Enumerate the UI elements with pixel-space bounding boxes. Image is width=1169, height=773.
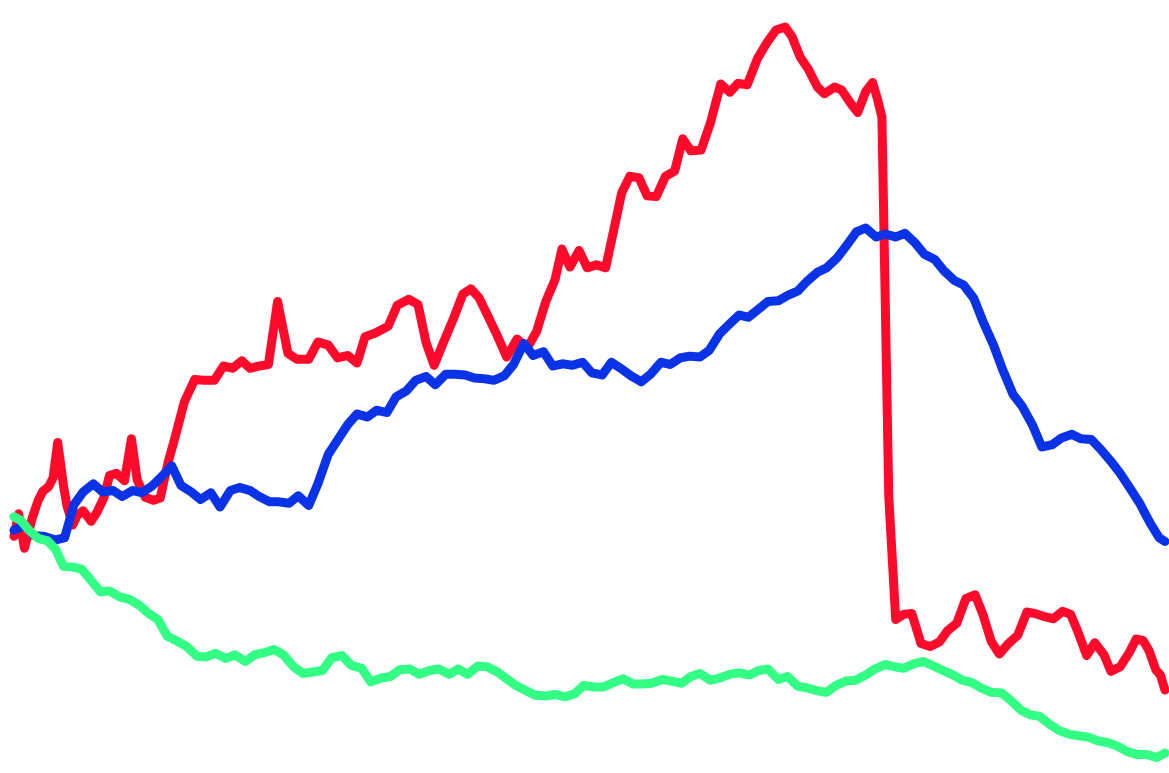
- series-line-1: [9, 22, 1169, 695]
- series-line-3: [9, 512, 1169, 762]
- series-layer: [9, 22, 1169, 762]
- series-line-2: [9, 223, 1169, 546]
